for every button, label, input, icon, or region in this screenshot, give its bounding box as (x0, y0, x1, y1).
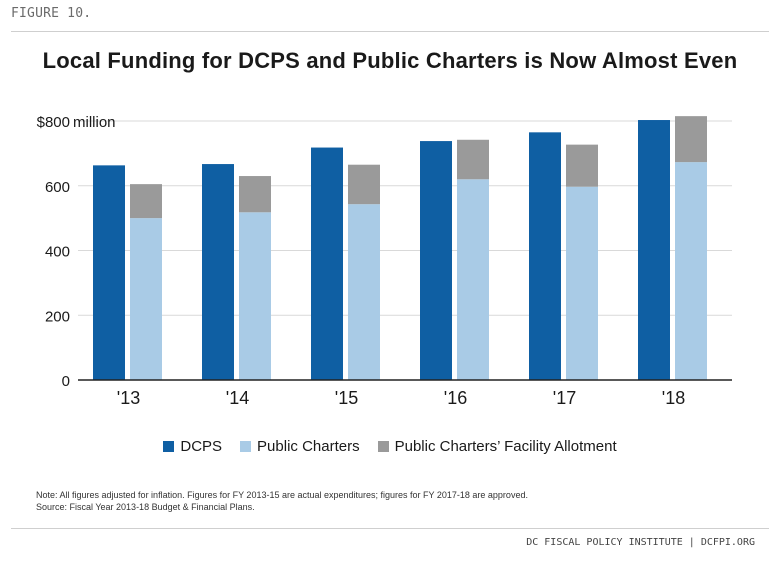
bar-facility-allotment (457, 139, 489, 180)
stacked-bar-chart: 0 200 400 600 $800 million '13 '14 '15 '16 '17 '18 (37, 114, 732, 408)
bottom-divider (11, 528, 769, 529)
x-tick-label: '17 (553, 388, 576, 408)
bar-facility-allotment (348, 164, 380, 205)
x-tick-label: '14 (226, 388, 249, 408)
bar-public-charters (457, 179, 489, 380)
legend-item-facility-allotment: Public Charters’ Facility Allotment (377, 438, 617, 455)
bar-dcps (311, 147, 343, 380)
bar-facility-allotment (239, 176, 271, 213)
figure-label: FIGURE 10. (11, 6, 92, 21)
x-tick-label: '13 (117, 388, 140, 408)
legend-label-facility-allotment: Public Charters’ Facility Allotment (394, 438, 617, 455)
y-tick-label: 0 (62, 373, 70, 390)
note-line: Note: All figures adjusted for inflation… (36, 490, 528, 500)
legend-item-dcps: DCPS (163, 438, 222, 455)
legend-label-dcps: DCPS (180, 438, 223, 455)
bar-dcps (529, 132, 561, 380)
legend-swatch-dcps (163, 441, 175, 452)
x-tick-label: '18 (662, 388, 685, 408)
bar-dcps (202, 164, 234, 380)
bar-public-charters (566, 186, 598, 380)
bar-facility-allotment (566, 144, 598, 187)
y-tick-label: 400 (45, 244, 70, 261)
bar-public-charters (130, 218, 162, 380)
legend-swatch-facility-allotment (377, 441, 389, 452)
footer-credit: DC FISCAL POLICY INSTITUTE | DCFPI.ORG (526, 537, 755, 548)
x-tick-label: '16 (444, 388, 467, 408)
bar-dcps (420, 141, 452, 380)
bar-public-charters (239, 212, 271, 380)
bar-facility-allotment (130, 184, 162, 219)
bar-dcps (638, 120, 670, 380)
bar-dcps (93, 165, 125, 380)
x-tick-label: '15 (335, 388, 358, 408)
chart-notes: Note: All figures adjusted for inflation… (36, 489, 528, 513)
legend-item-public-charters: Public Charters (240, 438, 360, 455)
legend-label-public-charters: Public Charters (257, 438, 360, 455)
y-unit-label: million (73, 114, 116, 131)
chart-title: Local Funding for DCPS and Public Charte… (42, 48, 738, 73)
y-tick-label: 600 (45, 179, 70, 196)
source-line: Source: Fiscal Year 2013-18 Budget & Fin… (36, 502, 255, 512)
legend-swatch-public-charters (240, 441, 252, 452)
chart-legend: DCPS Public Charters Public Charters’ Fa… (0, 438, 780, 455)
bar-public-charters (675, 162, 707, 380)
top-divider (11, 31, 769, 32)
y-tick-label: $800 (37, 114, 70, 131)
bar-public-charters (348, 204, 380, 380)
bar-facility-allotment (675, 116, 707, 163)
y-tick-label: 200 (45, 308, 70, 325)
